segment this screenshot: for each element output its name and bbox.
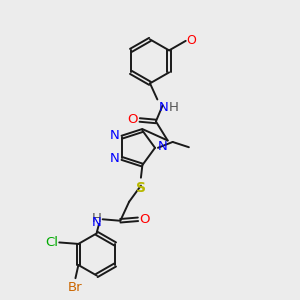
Text: O: O (187, 34, 196, 47)
Text: S: S (136, 181, 146, 195)
Text: O: O (128, 113, 138, 127)
Text: N: N (109, 129, 119, 142)
Text: N: N (159, 101, 169, 114)
Text: Cl: Cl (45, 236, 58, 249)
Text: N: N (109, 152, 119, 165)
Text: N: N (158, 140, 168, 153)
Text: H: H (91, 212, 101, 225)
Text: O: O (139, 213, 150, 226)
Text: N: N (92, 216, 101, 229)
Text: Br: Br (68, 281, 83, 294)
Text: H: H (169, 101, 178, 114)
